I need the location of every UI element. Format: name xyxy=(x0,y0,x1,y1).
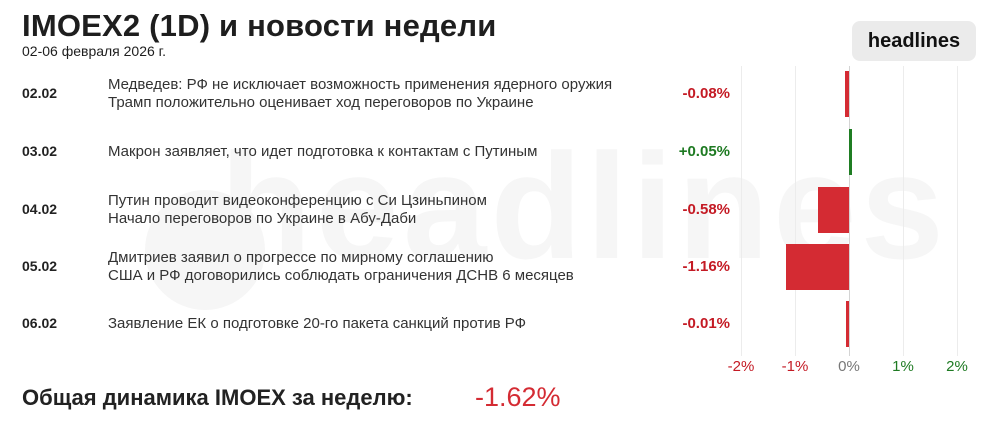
grid-line xyxy=(741,66,742,356)
row-date: 05.02 xyxy=(22,258,58,274)
grid-line xyxy=(903,66,904,356)
news-line: Трамп положительно оценивает ход перегов… xyxy=(108,94,534,111)
x-tick-label: 0% xyxy=(838,358,860,375)
row-news: Макрон заявляет, что идет подготовка к к… xyxy=(108,143,663,161)
row-news: Заявление ЕК о подготовке 20-го пакета с… xyxy=(108,315,663,333)
news-line: Заявление ЕК о подготовке 20-го пакета с… xyxy=(108,315,527,332)
row-date: 02.02 xyxy=(22,85,58,101)
row-date: 03.02 xyxy=(22,143,58,159)
news-line: США и РФ договорились соблюдать ограниче… xyxy=(108,267,574,284)
bar-03.02 xyxy=(849,129,852,175)
grid-line xyxy=(957,66,958,356)
x-tick-label: 2% xyxy=(946,358,968,375)
bar-02.02 xyxy=(844,71,849,117)
brand-badge: headlines xyxy=(852,21,976,61)
row-news: Медведев: РФ не исключает возможность пр… xyxy=(108,76,663,112)
x-tick-label: -2% xyxy=(727,358,755,375)
watermark-logo-icon xyxy=(145,190,265,310)
total-label: Общая динамика IMOEX за неделю: xyxy=(22,385,413,410)
bar-06.02 xyxy=(846,301,849,347)
row-date: 04.02 xyxy=(22,201,58,217)
row-news: Путин проводит видеоконференцию с Си Цзи… xyxy=(108,192,663,228)
total-value: -1.62% xyxy=(475,382,561,412)
bar-05.02 xyxy=(786,244,849,290)
x-tick-label: 1% xyxy=(892,358,914,375)
row-percent-label: -0.01% xyxy=(682,315,730,332)
news-line: Дмитриев заявил о прогрессе по мирному с… xyxy=(108,249,494,266)
zero-axis-line xyxy=(849,66,850,356)
page-subtitle: 02-06 февраля 2026 г. xyxy=(22,43,166,59)
news-line: Путин проводит видеоконференцию с Си Цзи… xyxy=(108,192,487,209)
row-percent-label: -0.58% xyxy=(682,201,730,218)
news-line: Начало переговоров по Украине в Абу-Даби xyxy=(108,210,417,227)
grid-line xyxy=(795,66,796,356)
row-date: 06.02 xyxy=(22,315,58,331)
row-percent-label: +0.05% xyxy=(678,143,730,160)
news-line: Макрон заявляет, что идет подготовка к к… xyxy=(108,143,538,160)
row-percent-label: -1.16% xyxy=(682,258,730,275)
news-line: Медведев: РФ не исключает возможность пр… xyxy=(108,76,613,93)
bar-04.02 xyxy=(817,187,849,233)
row-percent-label: -0.08% xyxy=(682,85,730,102)
row-news: Дмитриев заявил о прогрессе по мирному с… xyxy=(108,249,663,285)
page-title: IMOEX2 (1D) и новости недели xyxy=(22,8,497,43)
x-tick-label: -1% xyxy=(781,358,809,375)
